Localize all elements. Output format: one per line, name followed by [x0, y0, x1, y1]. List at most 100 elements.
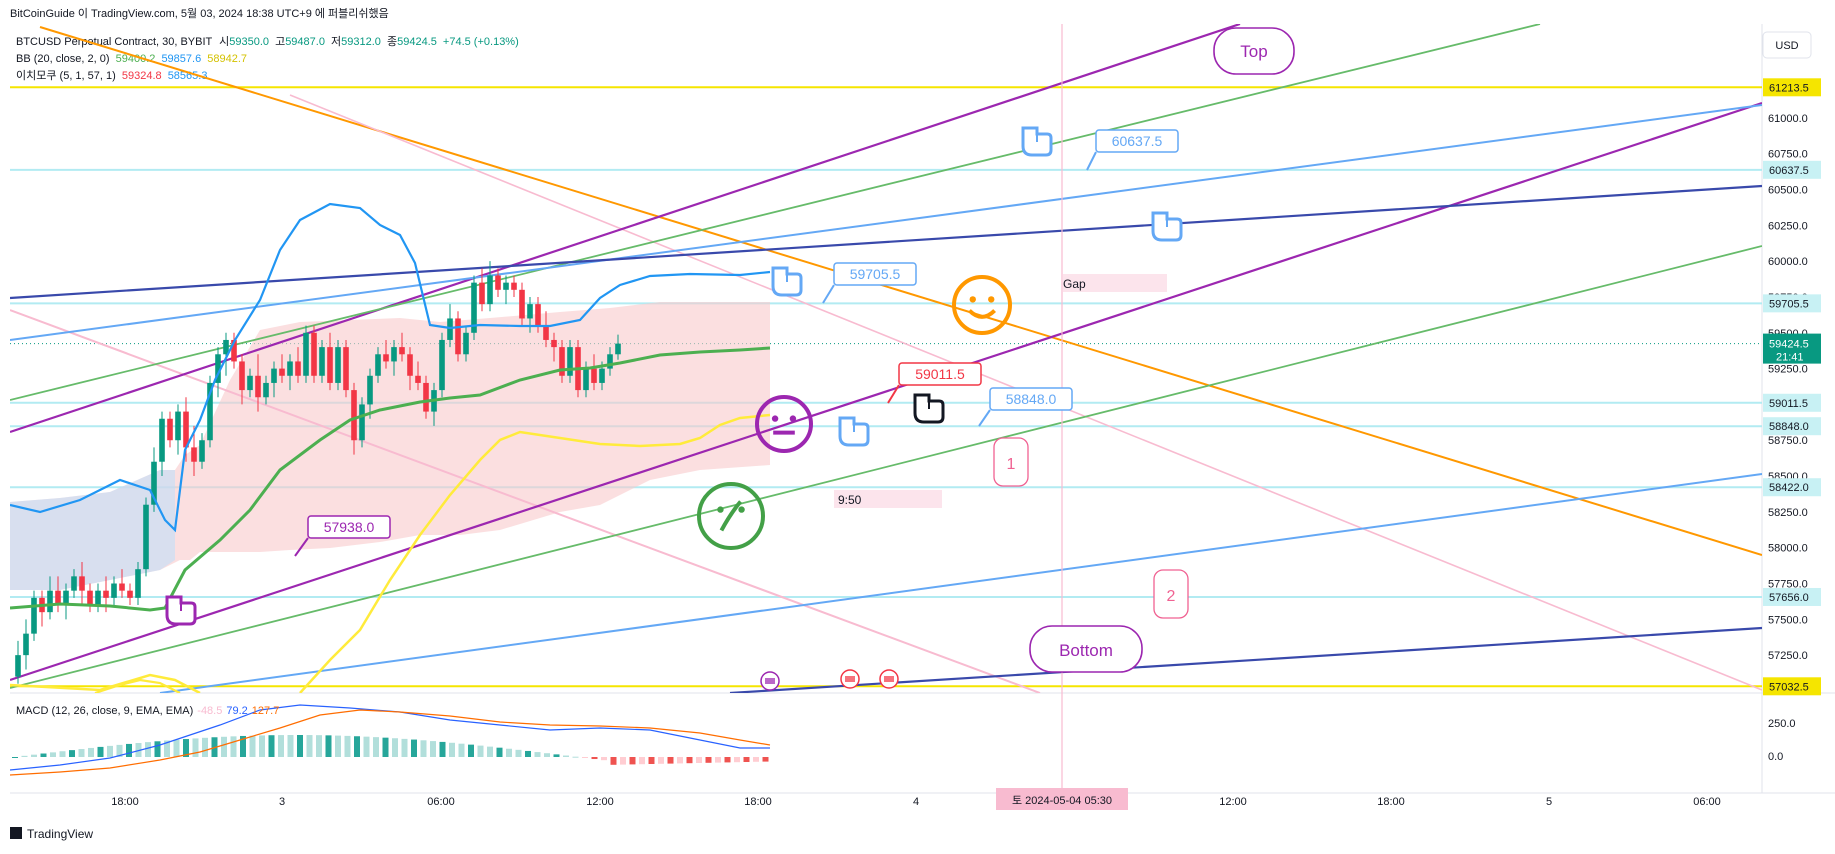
candle-body[interactable]	[63, 590, 69, 605]
candle-body[interactable]	[615, 343, 621, 355]
candle-body[interactable]	[455, 318, 461, 355]
bb-legend[interactable]: BB (20, close, 2, 0) 59400.2 59857.6 589…	[16, 53, 247, 65]
candle-body[interactable]	[287, 361, 293, 376]
candle-body[interactable]	[71, 576, 77, 591]
candle-body[interactable]	[495, 275, 501, 290]
lightblue-line-lower[interactable]	[159, 473, 1762, 693]
candle-body[interactable]	[311, 332, 317, 376]
green-line-lower[interactable]	[10, 245, 1762, 689]
candle-body[interactable]	[535, 304, 541, 326]
wave-label-2[interactable]: 2	[1153, 569, 1189, 619]
candle-body[interactable]	[471, 282, 477, 333]
gap-box[interactable]	[1063, 274, 1167, 292]
candle-body[interactable]	[335, 347, 341, 383]
hand-pointer-icon[interactable]	[913, 393, 945, 424]
wave-label-1[interactable]: 1	[993, 437, 1029, 487]
candle-body[interactable]	[399, 347, 405, 355]
candle-body[interactable]	[567, 347, 573, 376]
currency-button[interactable]: USD	[1762, 31, 1812, 59]
candle-body[interactable]	[327, 347, 333, 383]
candle-body[interactable]	[207, 382, 213, 441]
navy-line-lower[interactable]	[729, 626, 1762, 693]
pink-trendline[interactable]	[10, 309, 1041, 693]
candle-body[interactable]	[375, 354, 381, 376]
candle-body[interactable]	[303, 332, 309, 376]
hand-pointer-icon[interactable]	[771, 266, 803, 297]
candle-body[interactable]	[543, 325, 549, 340]
candle-body[interactable]	[151, 461, 157, 505]
wry-face-icon[interactable]	[697, 482, 765, 550]
hand-pointer-icon[interactable]	[1151, 211, 1183, 242]
callout-58848[interactable]: 58848.0	[989, 387, 1073, 411]
green-line-upper[interactable]	[10, 24, 1541, 401]
candle-body[interactable]	[447, 318, 453, 340]
candle-body[interactable]	[583, 368, 589, 391]
navy-line-upper[interactable]	[10, 184, 1762, 300]
candle-body[interactable]	[55, 590, 61, 605]
candle-body[interactable]	[143, 504, 149, 570]
candle-body[interactable]	[191, 447, 197, 462]
candle-body[interactable]	[367, 375, 373, 405]
candle-body[interactable]	[167, 418, 173, 441]
candle-body[interactable]	[295, 361, 301, 376]
candle-body[interactable]	[383, 354, 389, 362]
candle-body[interactable]	[127, 590, 133, 598]
candle-body[interactable]	[519, 289, 525, 319]
candle-body[interactable]	[247, 375, 253, 391]
us-flag-event-icon[interactable]	[840, 669, 860, 689]
candle-body[interactable]	[591, 368, 597, 383]
top-label[interactable]: Top	[1213, 27, 1295, 75]
callout-57938[interactable]: 57938.0	[307, 515, 391, 539]
candle-body[interactable]	[439, 339, 445, 391]
macd-legend[interactable]: MACD (12, 26, close, 9, EMA, EMA) -48.5 79…	[16, 705, 279, 717]
candle-body[interactable]	[391, 347, 397, 362]
candle-body[interactable]	[343, 347, 349, 391]
candle-body[interactable]	[95, 590, 101, 605]
callout-59705[interactable]: 59705.5	[833, 262, 917, 286]
candle-body[interactable]	[175, 411, 181, 441]
candle-body[interactable]	[607, 354, 613, 369]
callout-60637[interactable]: 60637.5	[1095, 129, 1179, 153]
us-flag-event-icon[interactable]	[879, 669, 899, 689]
candle-body[interactable]	[463, 332, 469, 355]
candle-body[interactable]	[159, 418, 165, 462]
candle-body[interactable]	[551, 339, 557, 348]
neutral-face-icon[interactable]	[755, 395, 813, 453]
bottom-label[interactable]: Bottom	[1029, 625, 1143, 673]
candle-body[interactable]	[223, 339, 229, 355]
smiley-face-icon[interactable]	[952, 275, 1012, 335]
callout-59011[interactable]: 59011.5	[898, 362, 982, 386]
candle-body[interactable]	[415, 375, 421, 383]
hand-pointer-icon[interactable]	[165, 595, 197, 626]
candle-body[interactable]	[119, 583, 125, 591]
candle-body[interactable]	[559, 347, 565, 376]
candle-body[interactable]	[351, 390, 357, 441]
candle-body[interactable]	[111, 583, 117, 598]
candle-body[interactable]	[87, 590, 93, 605]
hand-pointer-icon[interactable]	[838, 416, 870, 447]
candle-body[interactable]	[599, 368, 605, 383]
orange-trendline[interactable]	[39, 26, 1762, 556]
candle-body[interactable]	[279, 368, 285, 376]
candle-body[interactable]	[479, 282, 485, 305]
candle-body[interactable]	[255, 375, 261, 398]
candle-body[interactable]	[231, 339, 237, 362]
candle-body[interactable]	[423, 382, 429, 412]
candle-body[interactable]	[15, 655, 21, 677]
lightning-event-icon[interactable]	[760, 671, 780, 691]
candle-body[interactable]	[407, 354, 413, 376]
candle-body[interactable]	[31, 597, 37, 634]
candle-body[interactable]	[215, 354, 221, 383]
candle-body[interactable]	[135, 569, 141, 598]
hand-pointer-icon[interactable]	[1021, 126, 1053, 157]
price-axis[interactable]: 61250.061000.060750.060500.060250.060000…	[1763, 77, 1821, 696]
candle-body[interactable]	[23, 633, 29, 656]
purple-channel-bottom[interactable]	[10, 101, 1762, 682]
candle-body[interactable]	[239, 361, 245, 391]
candle-body[interactable]	[359, 404, 365, 441]
candle-body[interactable]	[487, 275, 493, 305]
candle-body[interactable]	[503, 282, 509, 290]
candle-body[interactable]	[263, 382, 269, 398]
purple-channel-top[interactable]	[10, 24, 1241, 434]
